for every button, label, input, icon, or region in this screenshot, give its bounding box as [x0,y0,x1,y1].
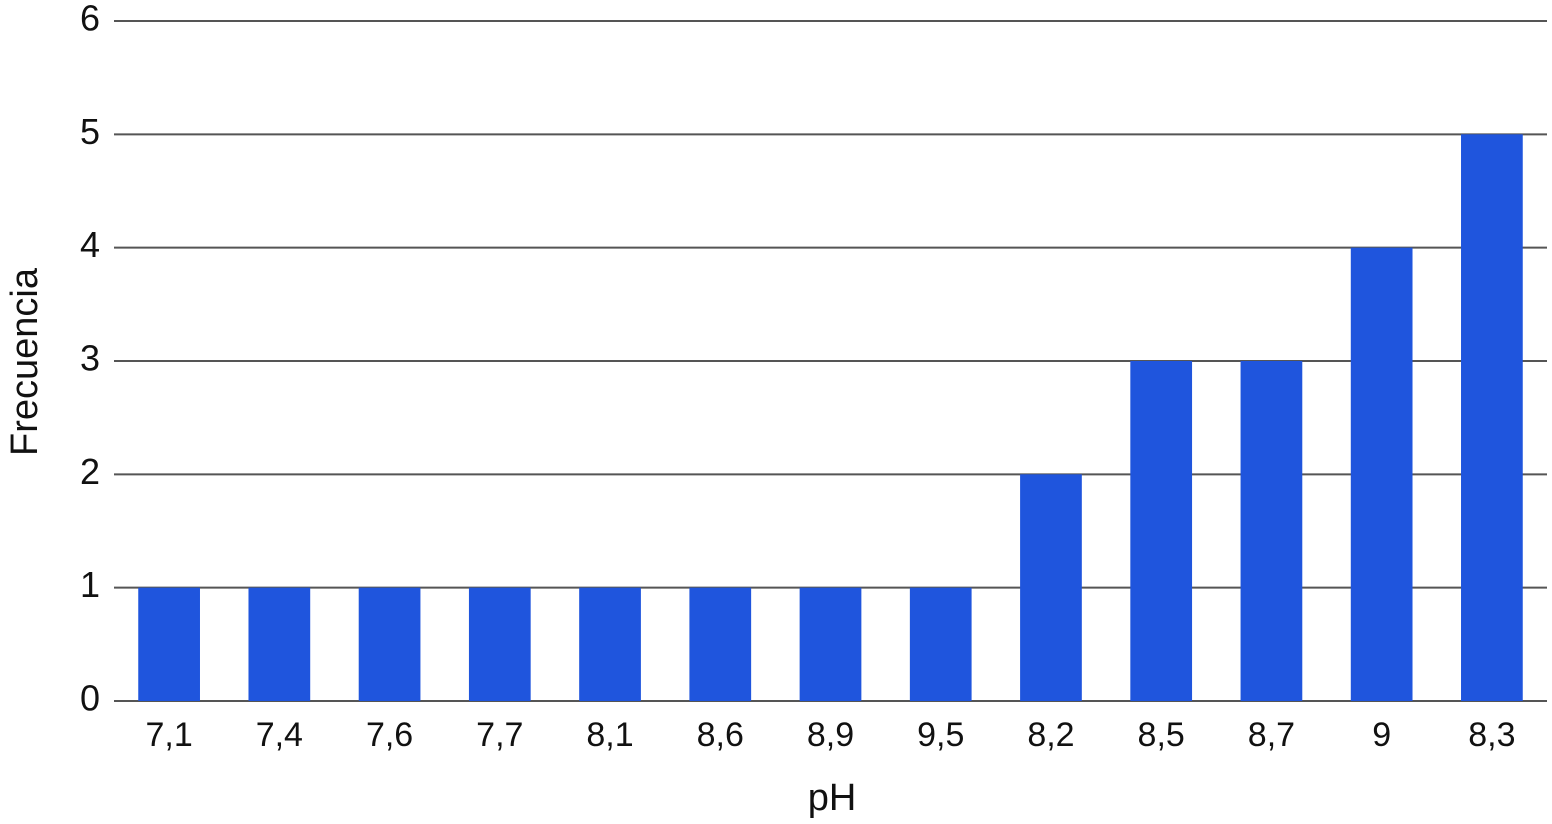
y-tick-label: 2 [80,451,100,492]
bar [248,587,311,701]
bar [909,587,972,701]
bar [138,587,200,701]
bar [1240,361,1303,701]
y-tick-label: 5 [80,111,100,152]
x-tick-label: 8,2 [1027,716,1074,754]
x-tick-label: 9 [1372,716,1391,754]
bar [1020,474,1082,701]
bar [1350,247,1413,701]
y-tick-label: 0 [80,678,100,719]
x-tick-label: 8,1 [586,716,633,754]
x-tick-label: 8,6 [697,716,744,754]
bar [1130,361,1193,701]
y-tick-label: 4 [80,224,100,265]
x-tick-label: 7,1 [145,716,192,754]
x-tick-label: 7,4 [256,716,303,754]
bar [1461,134,1523,702]
x-axis-label: pH [808,777,857,819]
bar [579,587,641,701]
x-tick-label: 8,5 [1138,716,1185,754]
y-tick-label: 1 [80,564,100,605]
y-axis-label: Frecuencia [4,267,46,456]
x-tick-label: 8,9 [807,716,854,754]
bar [468,587,531,701]
x-tick-label: 7,6 [366,716,413,754]
bar [689,587,752,701]
x-tick-label: 7,7 [476,716,523,754]
x-tick-label: 9,5 [917,716,964,754]
bar [358,587,421,701]
x-tick-label: 8,7 [1248,716,1295,754]
bar [799,587,862,701]
y-tick-label: 3 [80,338,100,379]
y-tick-label: 6 [80,0,100,39]
x-tick-label: 8,3 [1468,716,1515,754]
